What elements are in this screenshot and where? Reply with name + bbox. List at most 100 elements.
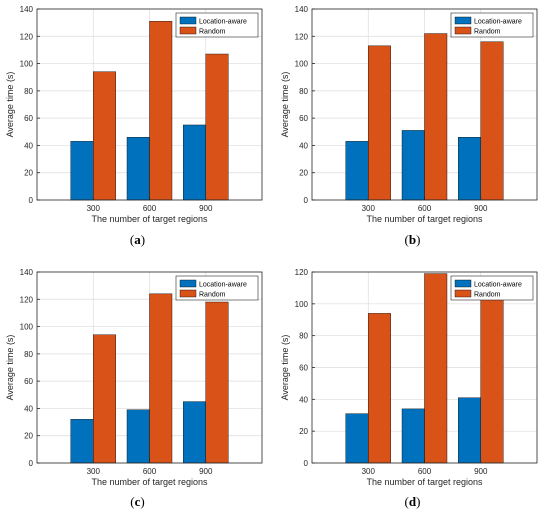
x-tick-label: 600 bbox=[143, 467, 157, 476]
y-tick-label: 140 bbox=[20, 5, 34, 14]
caption-c-label: c bbox=[134, 494, 141, 509]
legend-label-random: Random bbox=[199, 29, 226, 36]
legend-swatch-location-aware bbox=[179, 16, 197, 25]
y-tick-label: 140 bbox=[295, 5, 309, 14]
x-tick-label: 900 bbox=[199, 204, 213, 213]
y-tick-label: 60 bbox=[299, 364, 308, 373]
bar-location-aware-300 bbox=[70, 141, 94, 201]
caption-d: (d) bbox=[404, 494, 421, 509]
bar-location-aware-300 bbox=[345, 413, 369, 464]
y-tick-label: 100 bbox=[20, 323, 34, 332]
x-tick-label: 900 bbox=[474, 467, 488, 476]
x-axis-label: The number of target regions bbox=[91, 214, 208, 224]
y-tick-label: 20 bbox=[299, 427, 308, 436]
y-tick-label: 40 bbox=[299, 141, 308, 150]
bar-random-900 bbox=[480, 295, 504, 464]
bar-location-aware-900 bbox=[458, 137, 481, 201]
legend-label-location-aware: Location-aware bbox=[199, 19, 247, 26]
legend: Location-aware Random bbox=[175, 12, 259, 38]
bar-location-aware-600 bbox=[401, 130, 425, 201]
y-tick-label: 100 bbox=[295, 60, 309, 69]
bar-random-900 bbox=[480, 41, 504, 201]
caption-c: (c) bbox=[130, 494, 145, 509]
panel-b: 0 20 40 60 80 100 120 140 300 600 900 The number of… bbox=[275, 0, 550, 258]
x-tick-label: 600 bbox=[143, 204, 157, 213]
legend-swatch-location-aware bbox=[454, 16, 472, 25]
caption-a-label: a bbox=[134, 232, 141, 247]
legend-label-location-aware: Location-aware bbox=[474, 282, 522, 289]
bar-random-600 bbox=[424, 273, 448, 464]
y-tick-label: 40 bbox=[299, 395, 308, 404]
bar-random-900 bbox=[205, 301, 229, 464]
legend-swatch-location-aware bbox=[179, 279, 197, 288]
y-tick-label: 0 bbox=[304, 459, 309, 468]
bar-location-aware-600 bbox=[126, 137, 150, 201]
bar-random-300 bbox=[93, 71, 116, 201]
y-axis-label: Average time (s) bbox=[280, 335, 290, 401]
y-tick-label: 80 bbox=[24, 350, 33, 359]
y-tick-label: 140 bbox=[20, 268, 34, 277]
y-tick-label: 120 bbox=[295, 32, 309, 41]
legend-label-location-aware: Location-aware bbox=[474, 19, 522, 26]
bar-random-300 bbox=[368, 313, 391, 464]
caption-a: (a) bbox=[129, 232, 146, 247]
caption-d-label: d bbox=[408, 494, 417, 509]
legend-label-random: Random bbox=[199, 292, 226, 299]
bar-location-aware-300 bbox=[345, 141, 369, 201]
y-tick-label: 40 bbox=[24, 404, 33, 413]
y-tick-label: 0 bbox=[304, 196, 309, 205]
y-tick-label: 60 bbox=[299, 114, 308, 123]
bar-random-600 bbox=[149, 293, 173, 464]
y-tick-label: 0 bbox=[29, 459, 34, 468]
legend-swatch-random bbox=[454, 26, 472, 35]
x-tick-label: 600 bbox=[418, 467, 432, 476]
y-tick-label: 40 bbox=[24, 141, 33, 150]
x-tick-label: 300 bbox=[87, 467, 101, 476]
legend-swatch-location-aware bbox=[454, 279, 472, 288]
legend: Location-aware Random bbox=[175, 275, 259, 301]
bar-random-600 bbox=[149, 21, 173, 201]
x-axis-label: The number of target regions bbox=[91, 477, 208, 487]
bar-random-600 bbox=[424, 33, 448, 201]
y-tick-label: 80 bbox=[299, 87, 308, 96]
x-axis-label: The number of target regions bbox=[366, 214, 483, 224]
y-axis-label: Average time (s) bbox=[280, 72, 290, 138]
y-tick-label: 120 bbox=[20, 295, 34, 304]
y-tick-label: 20 bbox=[24, 432, 33, 441]
y-tick-label: 80 bbox=[24, 87, 33, 96]
bar-location-aware-300 bbox=[70, 419, 94, 464]
y-tick-label: 120 bbox=[20, 32, 34, 41]
bar-location-aware-900 bbox=[183, 124, 206, 201]
x-tick-label: 900 bbox=[474, 204, 488, 213]
y-tick-label: 60 bbox=[24, 114, 33, 123]
y-tick-label: 0 bbox=[29, 196, 34, 205]
x-axis-label: The number of target regions bbox=[366, 477, 483, 487]
y-tick-label: 60 bbox=[24, 377, 33, 386]
bar-location-aware-600 bbox=[126, 409, 150, 464]
y-axis-label: Average time (s) bbox=[5, 335, 15, 401]
legend: Location-aware Random bbox=[450, 275, 534, 301]
y-tick-label: 100 bbox=[20, 60, 34, 69]
caption-b: (b) bbox=[404, 232, 421, 247]
y-tick-label: 120 bbox=[295, 268, 309, 277]
bar-random-900 bbox=[205, 53, 229, 201]
panel-c: 0 20 40 60 80 100 120 140 300 600 900 The number of… bbox=[0, 258, 275, 516]
caption-b-label: b bbox=[408, 232, 417, 247]
legend-swatch-random bbox=[454, 289, 472, 298]
x-tick-label: 300 bbox=[362, 204, 376, 213]
y-tick-label: 20 bbox=[24, 169, 33, 178]
legend-swatch-random bbox=[179, 289, 197, 298]
x-tick-label: 300 bbox=[87, 204, 101, 213]
bar-location-aware-600 bbox=[401, 408, 425, 464]
bar-location-aware-900 bbox=[458, 397, 481, 464]
legend-label-random: Random bbox=[474, 292, 501, 299]
x-tick-label: 300 bbox=[362, 467, 376, 476]
panel-a: 0 20 40 60 80 100 120 140 300 600 900 The number of… bbox=[0, 0, 275, 258]
bar-random-300 bbox=[93, 334, 116, 464]
y-tick-label: 100 bbox=[295, 300, 309, 309]
